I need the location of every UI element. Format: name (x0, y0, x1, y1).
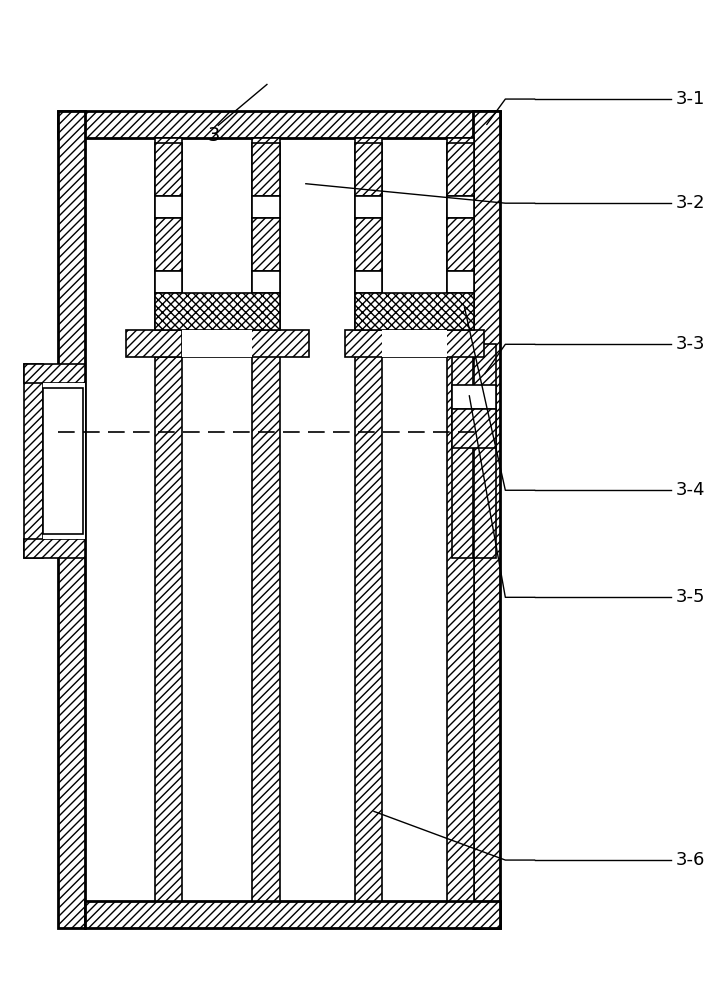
Text: 3-3: 3-3 (676, 335, 705, 353)
Bar (452, 344, 473, 558)
Bar (355, 293, 474, 330)
Bar (85, 901, 501, 928)
Text: 3-1: 3-1 (676, 90, 705, 108)
Bar (447, 138, 474, 901)
Bar (85, 138, 473, 901)
Text: 3-2: 3-2 (676, 194, 705, 212)
Bar (280, 138, 355, 901)
Bar (355, 218, 382, 271)
Bar (452, 385, 496, 409)
Bar (43, 388, 83, 534)
Bar (155, 218, 182, 271)
Bar (447, 271, 474, 293)
Bar (155, 293, 280, 330)
Bar (382, 330, 447, 357)
Bar (155, 138, 182, 901)
Bar (23, 539, 85, 558)
Bar (382, 138, 447, 901)
Bar (43, 383, 85, 539)
Bar (355, 138, 382, 901)
Text: 3-5: 3-5 (676, 588, 705, 606)
Bar (473, 111, 501, 928)
Bar (452, 409, 496, 448)
Bar (182, 330, 252, 357)
Text: 3-6: 3-6 (676, 851, 705, 869)
Bar (252, 271, 280, 293)
Bar (252, 218, 280, 271)
Bar (252, 138, 280, 901)
Bar (252, 196, 280, 218)
Bar (58, 111, 85, 928)
Text: 3-4: 3-4 (676, 481, 705, 499)
Bar (155, 271, 182, 293)
Bar (23, 364, 43, 558)
Bar (473, 537, 474, 558)
Bar (474, 344, 496, 558)
Bar (355, 143, 382, 196)
Bar (182, 138, 252, 901)
Bar (355, 196, 382, 218)
Bar (447, 196, 474, 218)
Bar (58, 111, 501, 138)
Bar (155, 330, 309, 357)
Text: 3: 3 (207, 126, 219, 145)
Bar (155, 196, 182, 218)
Bar (126, 330, 182, 357)
Bar (447, 218, 474, 271)
Bar (473, 366, 496, 537)
Bar (252, 143, 280, 196)
Bar (345, 330, 484, 357)
Bar (355, 271, 382, 293)
Bar (447, 143, 474, 196)
Bar (155, 143, 182, 196)
Bar (23, 364, 85, 383)
Bar (473, 344, 474, 366)
